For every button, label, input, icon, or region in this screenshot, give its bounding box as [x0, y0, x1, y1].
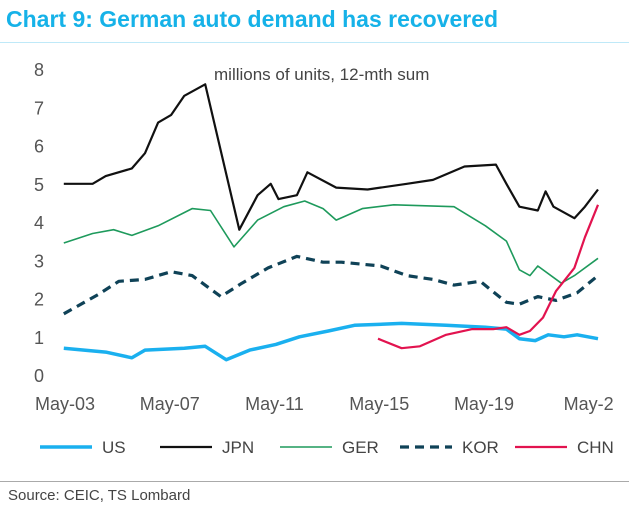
- source-rule: [0, 481, 629, 482]
- series-line-kor: [63, 254, 600, 316]
- series-line-jpn: [63, 83, 599, 231]
- y-tick-label: 2: [34, 290, 44, 310]
- x-tick-label: May-11: [245, 394, 304, 414]
- y-tick-label: 1: [34, 328, 44, 348]
- legend-label: CHN: [577, 438, 614, 457]
- chart-title: Chart 9: German auto demand has recovere…: [6, 6, 499, 32]
- series-line-chn: [377, 204, 600, 350]
- legend-label: KOR: [462, 438, 499, 457]
- legend-label: JPN: [222, 438, 254, 457]
- x-tick-label: May-19: [454, 394, 514, 414]
- x-tick-label: May-03: [35, 394, 95, 414]
- source-note: Source: CEIC, TS Lombard: [8, 487, 191, 504]
- series-line-us: [63, 321, 599, 362]
- legend-label: GER: [342, 438, 379, 457]
- series-line-ger: [63, 200, 599, 284]
- y-tick-label: 4: [34, 213, 44, 233]
- y-tick-label: 8: [34, 60, 44, 80]
- y-tick-label: 5: [34, 175, 44, 195]
- x-tick-label: May-2: [564, 394, 614, 414]
- y-tick-label: 6: [34, 137, 44, 157]
- line-chart: 0 1 2 3 4 5 6 7 8 May-03 May-07 May-11 May-15 May-19…: [34, 60, 614, 457]
- y-tick-label: 3: [34, 251, 44, 271]
- x-tick-label: May-15: [349, 394, 409, 414]
- x-tick-label: May-07: [140, 394, 200, 414]
- legend-label: US: [102, 438, 126, 457]
- units-annotation: millions of units, 12-mth sum: [214, 65, 429, 84]
- title-rule: [0, 42, 629, 43]
- y-tick-label: 0: [34, 366, 44, 386]
- y-tick-label: 7: [34, 98, 44, 118]
